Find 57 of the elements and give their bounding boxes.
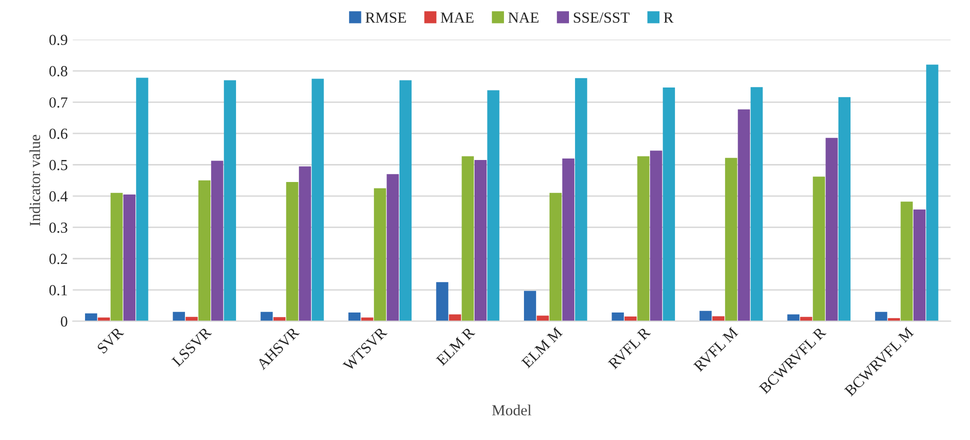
- bar: [725, 158, 738, 322]
- bar: [524, 290, 536, 322]
- legend-label: NAE: [508, 12, 538, 23]
- bar: [348, 312, 361, 322]
- x-tick-label: SVR: [96, 326, 124, 354]
- bar: [812, 176, 825, 322]
- bar: [172, 312, 185, 322]
- y-tick-label: 0.4: [49, 191, 68, 202]
- bar: [536, 316, 549, 322]
- bar: [550, 192, 562, 322]
- bar: [662, 87, 675, 322]
- bar: [374, 188, 386, 322]
- bar: [462, 156, 474, 322]
- x-axis-title: Model: [492, 404, 532, 416]
- y-tick-label: 0.7: [49, 97, 68, 108]
- legend-label: RMSE: [366, 12, 406, 23]
- bar: [900, 202, 913, 322]
- y-tick-label: 0.3: [49, 222, 68, 233]
- bar: [198, 180, 210, 322]
- bar: [224, 80, 236, 322]
- y-tick-label: 0.5: [49, 160, 68, 170]
- y-tick-label: 0.2: [49, 254, 68, 264]
- y-tick-label: 0.9: [49, 34, 68, 46]
- bar: [562, 158, 574, 322]
- y-tick-label: 0.1: [49, 285, 67, 296]
- bar: [575, 78, 588, 322]
- bar: [136, 78, 148, 322]
- legend-label: SSE/SST: [574, 12, 630, 23]
- bar: [260, 312, 273, 322]
- bar: [838, 97, 851, 322]
- bar: [612, 312, 624, 322]
- legend-label: R: [664, 12, 674, 23]
- y-axis-title: Indicator value: [29, 134, 40, 226]
- bar: [826, 138, 838, 322]
- y-tick-label: 0.6: [49, 128, 68, 139]
- bar: [875, 312, 888, 322]
- bar: [436, 282, 448, 322]
- bar: [123, 194, 136, 322]
- bar: [637, 156, 650, 322]
- legend-label: MAE: [440, 12, 474, 23]
- bar: [286, 182, 298, 322]
- y-tick-label: 0.8: [49, 66, 68, 76]
- bar: [298, 166, 312, 322]
- bar: [110, 192, 123, 322]
- bar: [399, 80, 412, 322]
- bar: [700, 310, 712, 322]
- bar: [750, 87, 763, 322]
- bar: [211, 160, 224, 322]
- bar: [926, 64, 938, 322]
- bar: [386, 174, 399, 322]
- bar: [913, 210, 926, 322]
- bar: [474, 160, 487, 322]
- bar: [738, 109, 750, 322]
- y-tick-label: 0: [60, 316, 68, 327]
- bar: [650, 150, 662, 322]
- bar: [487, 90, 500, 322]
- bar: [312, 78, 324, 322]
